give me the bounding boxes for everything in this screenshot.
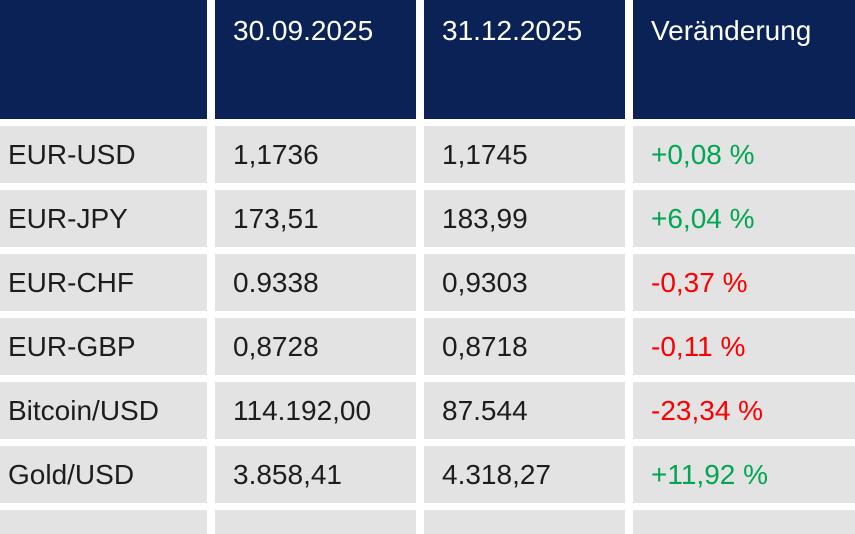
change-value: -0,37 % [633, 254, 855, 311]
column-header-30-09-2025: 30.09.2025 [215, 0, 416, 119]
instrument-label: EUR-USD [0, 126, 207, 183]
value-30-09-2025: 173,51 [215, 190, 416, 247]
instrument-label: Gold/USD [0, 446, 207, 503]
column-header-31-12-2025: 31.12.2025 [424, 0, 625, 119]
change-value: +0,08 % [633, 126, 855, 183]
value-31-12-2025: 87.544 [424, 382, 625, 439]
column-header-ver-nderung: Veränderung [633, 0, 855, 119]
value-30-09-2025: 114.192,00 [215, 382, 416, 439]
value-30-09-2025: 0.9338 [215, 254, 416, 311]
change-value: +6,04 % [633, 190, 855, 247]
value-31-12-2025: 4.318,27 [424, 446, 625, 503]
value-30-09-2025: 1,1736 [215, 126, 416, 183]
value-31-12-2025: 1,1745 [424, 126, 625, 183]
change-value: +11,92 % [633, 446, 855, 503]
value-30-09-2025: 3.858,41 [215, 446, 416, 503]
instrument-label: EUR-JPY [0, 190, 207, 247]
change-value: -0,11 % [633, 318, 855, 375]
value-31-12-2025: 183,99 [424, 190, 625, 247]
value-30-09-2025: 0,8728 [215, 318, 416, 375]
instrument-label: Bitcoin/USD [0, 382, 207, 439]
instrument-label: EUR-CHF [0, 254, 207, 311]
value-31-12-2025: 0,8718 [424, 318, 625, 375]
change-value: -23,34 % [633, 382, 855, 439]
column-header-empty [0, 0, 207, 119]
value-31-12-2025: 0,9303 [424, 254, 625, 311]
instrument-label: EUR-GBP [0, 318, 207, 375]
